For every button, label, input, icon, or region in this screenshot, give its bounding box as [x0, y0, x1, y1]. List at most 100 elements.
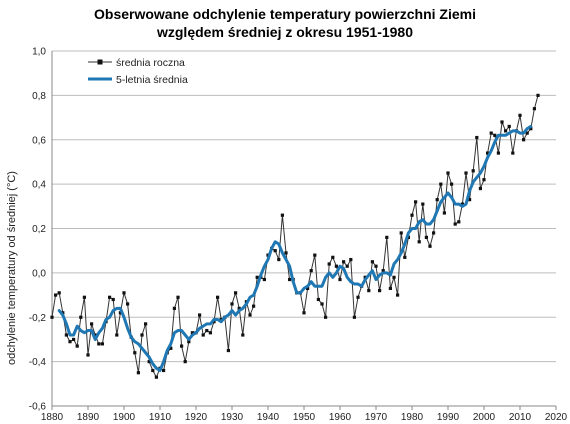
data-point-annual	[162, 368, 166, 373]
data-point-annual	[115, 333, 119, 337]
data-point-annual	[507, 124, 511, 129]
data-point-annual	[460, 202, 464, 206]
data-point-annual	[342, 260, 346, 264]
x-tick-label: 1930	[221, 412, 244, 423]
data-point-annual	[500, 120, 504, 124]
legend: średnia roczna 5-letnia średnia	[88, 57, 188, 86]
data-point-annual	[118, 311, 122, 315]
data-point-annual	[338, 277, 342, 282]
data-point-annual	[392, 275, 396, 279]
y-axis-ticks: -0,6 -0,4 -0,2 0,0 0,2 0,4 0,6 0,8 1,0	[29, 47, 47, 413]
y-tick-label: 0,0	[32, 268, 46, 279]
data-point-annual	[64, 333, 68, 337]
data-point-annual	[356, 295, 360, 299]
data-point-annual	[403, 255, 407, 259]
data-point-annual	[280, 213, 284, 217]
data-point-annual	[525, 131, 529, 135]
data-point-annual	[205, 328, 209, 333]
data-point-annual	[176, 295, 180, 299]
data-point-annual	[496, 151, 500, 155]
chart-title-line1: Obserwowane odchylenie temperatury powie…	[94, 6, 476, 22]
data-point-annual	[57, 291, 61, 295]
data-point-annual	[183, 360, 187, 364]
data-point-annual	[122, 291, 126, 295]
data-point-annual	[316, 297, 320, 302]
data-point-annual	[237, 306, 241, 310]
data-point-annual	[75, 344, 79, 348]
data-point-annual	[414, 200, 418, 204]
data-point-annual	[108, 295, 112, 299]
data-point-annual	[93, 333, 97, 337]
data-point-annual	[255, 275, 259, 279]
data-point-annual	[432, 231, 436, 235]
data-point-annual	[262, 277, 266, 282]
y-tick-label: 0,4	[32, 180, 46, 191]
data-point-annual	[97, 342, 101, 346]
data-point-annual	[532, 107, 536, 111]
data-point-annual	[518, 113, 522, 117]
data-point-annual	[284, 251, 288, 255]
data-point-annual	[334, 264, 338, 268]
data-point-annual	[273, 249, 277, 253]
data-point-annual	[428, 244, 432, 248]
x-tick-label: 1900	[113, 412, 136, 423]
data-point-annual	[493, 133, 497, 137]
y-tick-label: 0,2	[32, 224, 46, 235]
x-tick-label: 1880	[41, 412, 64, 423]
data-point-annual	[385, 235, 389, 239]
data-point-annual	[435, 198, 439, 202]
data-point-annual	[446, 171, 450, 175]
x-tick-label: 1940	[257, 412, 280, 423]
y-tick-label: -0,2	[29, 313, 47, 324]
data-point-annual	[230, 302, 234, 306]
legend-label-annual: średnia roczna	[116, 57, 185, 69]
x-tick-label: 2020	[545, 412, 568, 423]
data-point-annual	[367, 289, 371, 293]
chart-title-line2: względem średniej z okresu 1951-1980	[156, 24, 413, 40]
data-point-annual	[140, 333, 144, 337]
data-point-annual	[421, 202, 425, 206]
data-point-annual	[68, 340, 72, 344]
data-point-annual	[324, 315, 328, 319]
data-point-annual	[349, 257, 353, 262]
data-point-annual	[72, 337, 76, 342]
data-point-annual	[234, 291, 238, 295]
data-point-annual	[453, 222, 457, 226]
x-tick-label: 1890	[77, 412, 100, 423]
data-point-annual	[370, 260, 374, 264]
data-point-annual	[147, 360, 151, 364]
data-point-annual	[464, 171, 468, 175]
x-tick-label: 1980	[401, 412, 424, 423]
data-point-annual	[187, 340, 191, 344]
data-point-annual	[79, 315, 83, 319]
data-point-annual	[136, 371, 140, 375]
y-tick-label: 0,6	[32, 135, 46, 146]
data-point-annual	[327, 262, 331, 266]
data-point-annual	[201, 333, 205, 337]
data-point-annual	[388, 286, 392, 291]
x-tick-label: 1920	[185, 412, 208, 423]
data-point-annual	[536, 93, 540, 97]
data-point-annual	[309, 269, 313, 273]
y-axis-label: odchylenie temperatury od średniej (°C)	[6, 171, 18, 365]
data-point-annual	[424, 235, 428, 239]
series-line-5yr	[57, 124, 533, 372]
data-point-annual	[529, 127, 533, 131]
data-point-annual	[172, 306, 176, 310]
data-point-annual	[86, 353, 90, 357]
x-tick-label: 2000	[473, 412, 496, 423]
x-tick-label: 1970	[365, 412, 388, 423]
x-tick-label: 1950	[293, 412, 316, 423]
data-point-annual	[133, 351, 137, 355]
data-point-annual	[439, 182, 443, 186]
legend-annual-marker	[97, 59, 103, 65]
data-point-annual	[331, 255, 335, 259]
data-point-annual	[226, 348, 230, 353]
x-axis-ticks: 1880 1890 1900 1910 1920 1930 1940 1950 1960 1970…	[41, 406, 568, 423]
series-layer	[50, 93, 540, 379]
data-point-annual	[442, 211, 446, 215]
data-point-annual	[111, 297, 115, 302]
data-point-annual	[313, 253, 317, 257]
